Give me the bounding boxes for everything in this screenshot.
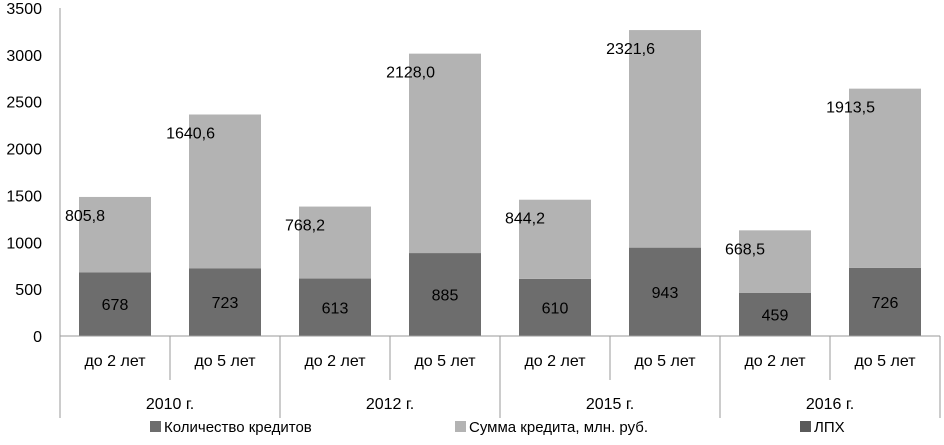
y-tick-label: 1000 — [6, 235, 42, 252]
data-label-amount: 1640,6 — [166, 125, 215, 142]
bar-segment-amount — [189, 114, 261, 269]
x-category-label: до 2 лет — [524, 353, 586, 370]
x-group-label: 2012 г. — [366, 396, 414, 413]
data-label-amount: 668,5 — [725, 241, 765, 258]
bar-segment-count — [739, 292, 811, 336]
bar-segment-count — [629, 247, 701, 336]
data-label-amount: 2321,6 — [606, 41, 655, 58]
y-tick-label: 3000 — [6, 48, 42, 65]
bar-segment-amount — [849, 88, 921, 268]
data-label-amount: 2128,0 — [386, 65, 435, 82]
data-label-count: 885 — [432, 288, 459, 305]
data-label-count: 610 — [542, 300, 569, 317]
legend-label: Количество кредитов — [164, 419, 312, 436]
x-category-label: до 5 лет — [634, 353, 696, 370]
bar-segment-amount — [629, 30, 701, 248]
legend-swatch — [150, 421, 161, 432]
x-group-label: 2016 г. — [806, 396, 854, 413]
data-label-count: 943 — [652, 285, 679, 302]
y-tick-label: 2500 — [6, 95, 42, 112]
legend-label: Сумма кредита, млн. руб. — [469, 419, 648, 436]
bar-segment-amount — [299, 206, 371, 279]
bar-segment-count — [299, 278, 371, 336]
x-group-label: 2015 г. — [586, 396, 634, 413]
legend-swatch — [455, 421, 466, 432]
bar-segment-count — [189, 268, 261, 336]
data-label-count: 726 — [872, 295, 899, 312]
data-label-count: 613 — [322, 300, 349, 317]
y-tick-label: 500 — [15, 282, 42, 299]
bar-segment-count — [409, 253, 481, 336]
data-label-amount: 768,2 — [285, 218, 325, 235]
x-group-label: 2010 г. — [146, 396, 194, 413]
bar-segment-amount — [739, 230, 811, 293]
data-label-amount: 1913,5 — [826, 100, 875, 117]
data-label-amount: 844,2 — [505, 211, 545, 228]
y-tick-label: 3500 — [6, 1, 42, 18]
x-category-label: до 5 лет — [194, 353, 256, 370]
bar-segment-count — [79, 272, 151, 336]
data-label-count: 678 — [102, 297, 129, 314]
bar-segment-count — [519, 278, 591, 336]
x-category-label: до 2 лет — [84, 353, 146, 370]
legend-label: ЛПХ — [814, 419, 845, 436]
x-category-label: до 2 лет — [304, 353, 366, 370]
bar-segment-amount — [409, 53, 481, 254]
data-label-count: 723 — [212, 295, 239, 312]
y-tick-label: 0 — [33, 329, 42, 346]
x-category-label: до 2 лет — [744, 353, 806, 370]
y-tick-label: 2000 — [6, 142, 42, 159]
x-category-label: до 5 лет — [414, 353, 476, 370]
data-label-count: 459 — [762, 307, 789, 324]
data-label-amount: 805,8 — [65, 208, 105, 225]
legend-swatch — [800, 421, 811, 432]
bar-segment-count — [849, 267, 921, 336]
bar-segment-amount — [79, 196, 151, 273]
bar-segment-amount — [519, 199, 591, 279]
x-category-label: до 5 лет — [854, 353, 916, 370]
y-tick-label: 1500 — [6, 188, 42, 205]
